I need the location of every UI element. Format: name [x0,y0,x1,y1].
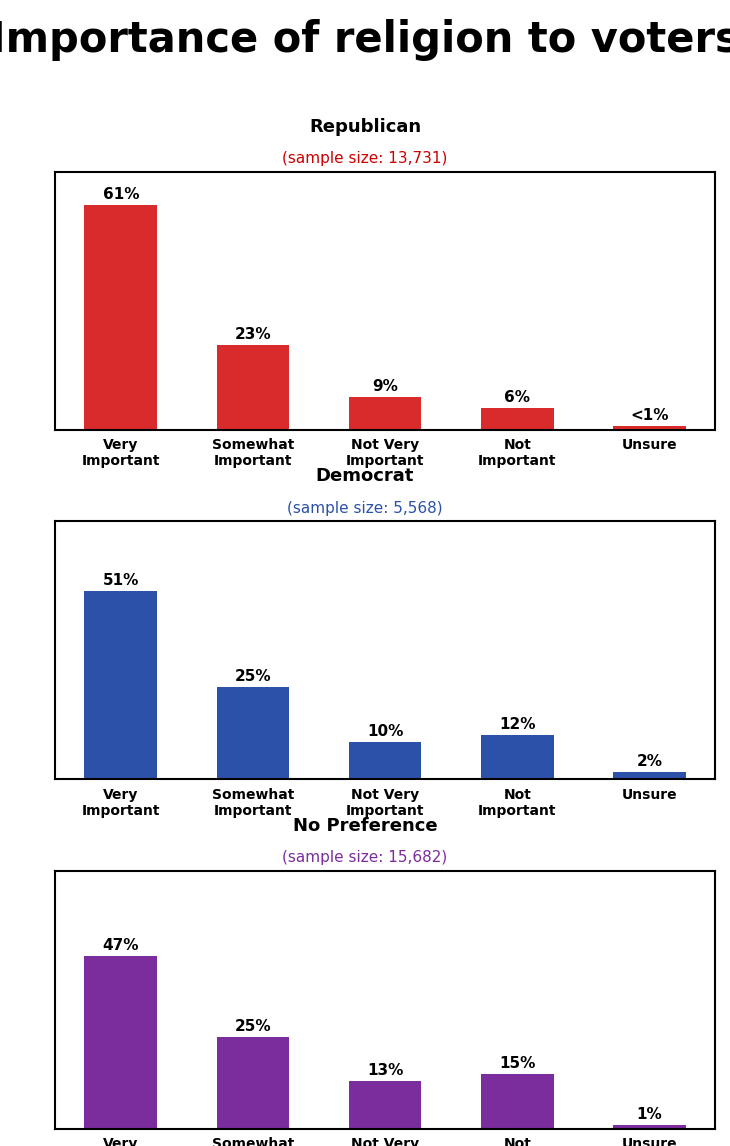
Text: 25%: 25% [234,669,272,684]
Text: 51%: 51% [103,573,139,589]
Bar [481,1074,553,1129]
Text: 23%: 23% [234,327,272,342]
Bar [217,688,289,779]
Text: (sample size: 5,568): (sample size: 5,568) [287,501,443,516]
Bar [85,591,157,779]
Text: 25%: 25% [234,1019,272,1034]
Text: Republican: Republican [309,118,421,135]
Bar [217,345,289,430]
Bar [481,408,553,430]
Text: 9%: 9% [372,378,398,393]
Bar [349,397,421,430]
Bar [217,1037,289,1129]
Bar [349,1081,421,1129]
Bar [613,426,685,430]
Text: 15%: 15% [499,1055,535,1070]
Text: 6%: 6% [504,390,530,405]
Bar [85,205,157,430]
Text: 2%: 2% [637,754,662,769]
Text: 10%: 10% [367,724,403,739]
Text: 61%: 61% [102,187,139,202]
Text: <1%: <1% [630,408,669,423]
Text: (sample size: 15,682): (sample size: 15,682) [283,850,447,865]
Bar [85,956,157,1129]
Text: 13%: 13% [367,1063,403,1078]
Bar [481,735,553,779]
Bar [613,772,685,779]
Text: No Preference: No Preference [293,817,437,834]
Text: 12%: 12% [499,717,535,732]
Bar [613,1125,685,1129]
Text: Democrat: Democrat [316,468,414,485]
Text: Importance of religion to voters: Importance of religion to voters [0,19,730,61]
Bar [349,743,421,779]
Text: 47%: 47% [102,937,139,952]
Text: 1%: 1% [637,1107,662,1122]
Text: (sample size: 13,731): (sample size: 13,731) [283,151,447,166]
